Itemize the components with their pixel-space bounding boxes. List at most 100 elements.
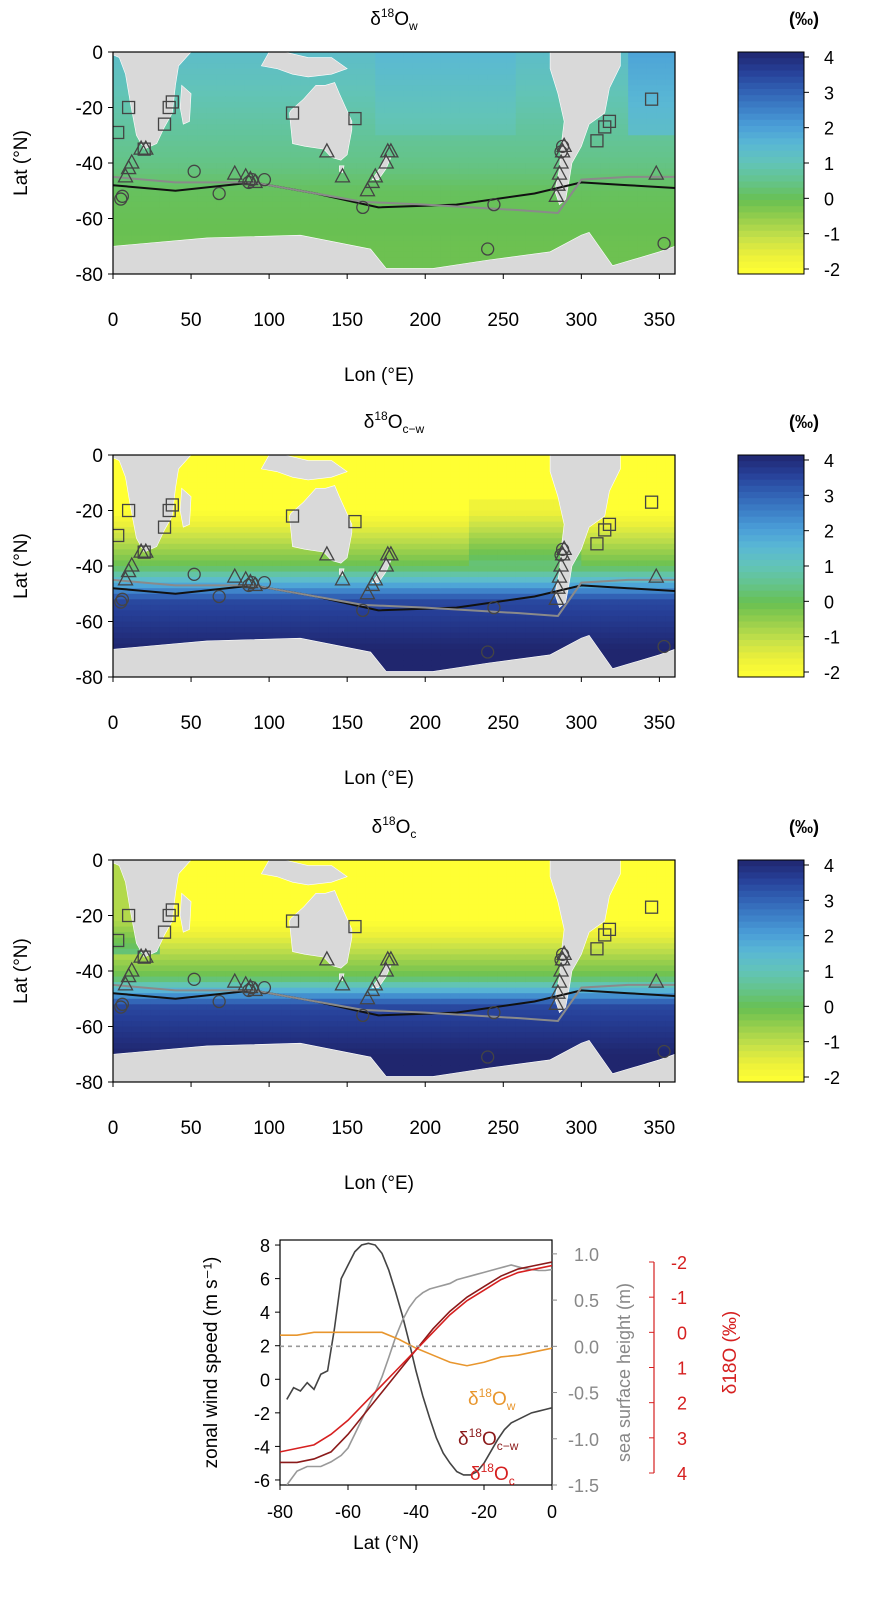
field-cell bbox=[619, 511, 629, 517]
field-cell bbox=[535, 141, 545, 147]
field-cell bbox=[656, 549, 666, 555]
field-cell bbox=[282, 633, 292, 639]
field-cell bbox=[441, 572, 451, 578]
field-cell bbox=[497, 230, 507, 236]
field-cell bbox=[235, 472, 245, 478]
field-cell bbox=[450, 241, 460, 247]
field-cell bbox=[197, 119, 207, 125]
field-cell bbox=[263, 549, 273, 555]
field-cell bbox=[403, 152, 413, 158]
field-cell bbox=[394, 96, 404, 102]
field-cell bbox=[169, 594, 179, 600]
field-cell bbox=[591, 588, 601, 594]
field-cell bbox=[132, 627, 142, 633]
field-cell bbox=[300, 610, 310, 616]
field-cell bbox=[244, 516, 254, 522]
field-cell bbox=[319, 180, 329, 186]
field-cell bbox=[403, 191, 413, 197]
field-cell bbox=[291, 85, 301, 91]
field-cell bbox=[375, 74, 385, 80]
field-cell bbox=[506, 555, 516, 561]
field-cell bbox=[422, 577, 432, 583]
field-cell bbox=[563, 224, 573, 230]
field-cell bbox=[394, 80, 404, 86]
field-cell bbox=[403, 538, 413, 544]
field-cell bbox=[188, 605, 198, 611]
field-cell bbox=[394, 85, 404, 91]
field-cell bbox=[188, 230, 198, 236]
colorbar-swatch bbox=[738, 182, 804, 189]
field-cell bbox=[460, 616, 470, 622]
field-cell bbox=[179, 135, 189, 141]
field-cell bbox=[254, 477, 264, 483]
field-cell bbox=[188, 633, 198, 639]
field-cell bbox=[113, 207, 123, 213]
field-cell bbox=[619, 560, 629, 566]
field-cell bbox=[544, 163, 554, 169]
field-cell bbox=[319, 583, 329, 589]
field-cell bbox=[413, 124, 423, 130]
field-cell bbox=[609, 616, 619, 622]
field-cell bbox=[544, 544, 554, 550]
field-cell bbox=[394, 577, 404, 583]
field-cell bbox=[600, 213, 610, 219]
field-cell bbox=[441, 108, 451, 114]
field-cell bbox=[647, 644, 657, 650]
field-cell bbox=[357, 146, 367, 152]
field-cell bbox=[600, 185, 610, 191]
field-cell bbox=[413, 135, 423, 141]
field-cell bbox=[375, 527, 385, 533]
field-cell bbox=[460, 196, 470, 202]
field-cell bbox=[431, 516, 441, 522]
field-cell bbox=[113, 124, 123, 130]
field-cell bbox=[600, 230, 610, 236]
field-cell bbox=[338, 235, 348, 241]
field-cell bbox=[581, 594, 591, 600]
field-cell bbox=[169, 219, 179, 225]
field-cell bbox=[525, 185, 535, 191]
field-cell bbox=[628, 527, 638, 533]
field-cell bbox=[460, 246, 470, 252]
field-cell bbox=[638, 511, 648, 517]
field-cell bbox=[272, 549, 282, 555]
field-cell bbox=[385, 610, 395, 616]
field-cell bbox=[150, 599, 160, 605]
field-cell bbox=[619, 644, 629, 650]
field-cell bbox=[619, 649, 629, 655]
y-axis-label: Lat (°N) bbox=[11, 130, 32, 196]
field-cell bbox=[460, 477, 470, 483]
field-cell bbox=[497, 130, 507, 136]
field-cell bbox=[254, 605, 264, 611]
field-cell bbox=[647, 549, 657, 555]
field-cell bbox=[160, 622, 170, 628]
field-cell bbox=[422, 588, 432, 594]
field-cell bbox=[544, 483, 554, 489]
field-cell bbox=[141, 169, 151, 175]
y-tick-label: -40 bbox=[76, 154, 103, 175]
field-cell bbox=[656, 196, 666, 202]
field-cell bbox=[535, 157, 545, 163]
field-cell bbox=[535, 516, 545, 522]
field-cell bbox=[357, 130, 367, 136]
field-cell bbox=[450, 572, 460, 578]
field-cell bbox=[422, 180, 432, 186]
field-cell bbox=[122, 207, 132, 213]
field-cell bbox=[216, 527, 226, 533]
field-cell bbox=[413, 660, 423, 666]
field-cell bbox=[413, 583, 423, 589]
field-cell bbox=[497, 96, 507, 102]
field-cell bbox=[600, 622, 610, 628]
field-cell bbox=[609, 622, 619, 628]
field-cell bbox=[506, 466, 516, 472]
field-cell bbox=[357, 488, 367, 494]
field-cell bbox=[188, 533, 198, 539]
field-cell bbox=[179, 527, 189, 533]
field-cell bbox=[431, 91, 441, 97]
field-cell bbox=[347, 560, 357, 566]
field-cell bbox=[506, 516, 516, 522]
field-cell bbox=[431, 472, 441, 478]
field-cell bbox=[141, 627, 151, 633]
field-cell bbox=[375, 616, 385, 622]
field-cell bbox=[647, 146, 657, 152]
field-cell bbox=[385, 235, 395, 241]
